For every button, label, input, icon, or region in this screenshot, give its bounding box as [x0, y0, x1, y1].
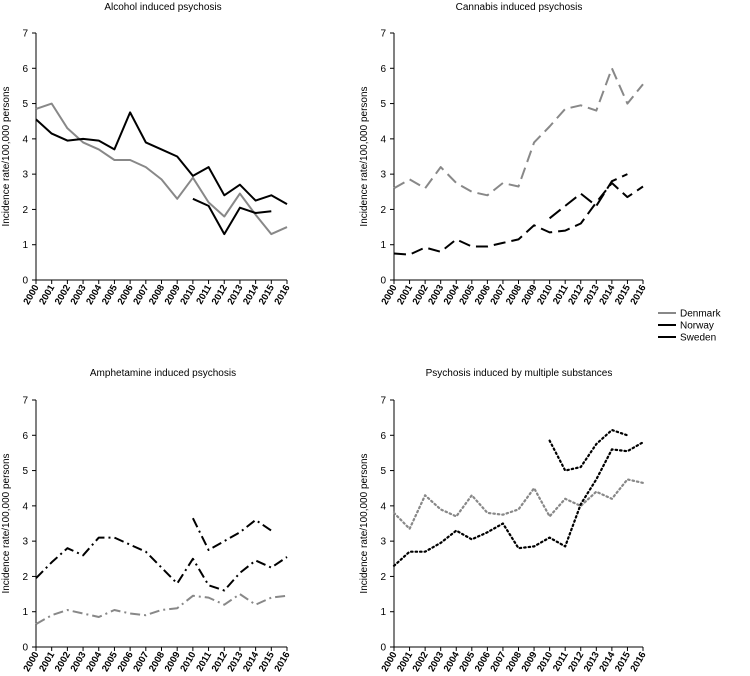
series-line-sweden	[393, 182, 644, 256]
series-line-sweden	[35, 536, 288, 592]
x-tick-label: 2016	[629, 650, 649, 674]
series-line-sweden	[35, 111, 288, 205]
y-tick-label: 1	[380, 240, 386, 251]
y-tick-label: 6	[22, 431, 28, 442]
x-tick-label: 2016	[273, 650, 293, 674]
y-tick-label: 2	[380, 572, 386, 583]
y-tick-label: 1	[22, 240, 28, 251]
y-tick-label: 4	[22, 501, 28, 512]
chart-panel-2: Cannabis induced psychosis Incidence rate…	[359, 2, 649, 307]
chart-panel-1: Alcohol induced psychosis Incidence rate/…	[1, 2, 293, 307]
y-tick-label: 5	[380, 466, 386, 477]
x-tick-label: 2010	[178, 650, 198, 674]
y-tick-label: 2	[22, 205, 28, 216]
series-line-sweden	[392, 441, 645, 567]
chart-title: Alcohol induced psychosis	[104, 2, 221, 13]
y-tick-label: 6	[22, 64, 28, 75]
legend-label-sweden: Sweden	[680, 333, 716, 344]
y-tick-label: 3	[380, 170, 386, 181]
y-axis-label: Incidence rate/100,000 persons	[1, 453, 12, 593]
y-axis-label: Incidence rate/100,000 persons	[359, 453, 370, 593]
y-tick-label: 5	[22, 99, 28, 110]
chart-title: Cannabis induced psychosis	[456, 2, 583, 13]
series-line-denmark	[392, 478, 645, 530]
y-axis-label: Incidence rate/100,000 persons	[1, 86, 12, 226]
y-tick-label: 7	[22, 396, 28, 407]
series-line-denmark	[35, 593, 288, 625]
y-tick-label: 6	[380, 64, 386, 75]
series-line-norway	[192, 517, 272, 551]
y-tick-label: 7	[380, 29, 386, 40]
series-line-norway	[192, 197, 272, 236]
x-tick-label: 2016	[273, 283, 293, 307]
y-tick-label: 0	[22, 643, 28, 654]
y-tick-label: 3	[380, 537, 386, 548]
y-axis-label: Incidence rate/100,000 persons	[359, 86, 370, 226]
series-line-denmark	[35, 102, 288, 236]
chart-title: Amphetamine induced psychosis	[90, 368, 236, 379]
y-tick-label: 6	[380, 431, 386, 442]
x-tick-label: 2016	[629, 283, 649, 307]
y-tick-label: 0	[22, 276, 28, 287]
y-tick-label: 0	[380, 643, 386, 654]
y-tick-label: 0	[380, 276, 386, 287]
y-tick-label: 2	[380, 205, 386, 216]
x-tick-label: 2010	[178, 283, 198, 307]
series-line-norway	[548, 173, 628, 220]
chart-panel-3: Amphetamine induced psychosis Incidence r…	[1, 368, 293, 674]
y-tick-label: 2	[22, 572, 28, 583]
chart-panel-4: Psychosis induced by multiple substances…	[359, 368, 649, 674]
x-tick-label: 2010	[535, 650, 555, 674]
y-tick-label: 7	[380, 396, 386, 407]
series-line-denmark	[393, 67, 644, 197]
y-tick-label: 4	[380, 134, 386, 145]
y-tick-label: 4	[380, 501, 386, 512]
y-tick-label: 7	[22, 29, 28, 40]
x-tick-label: 2010	[535, 283, 555, 307]
y-tick-label: 5	[380, 99, 386, 110]
y-tick-label: 1	[22, 607, 28, 618]
y-tick-label: 5	[22, 466, 28, 477]
y-tick-label: 4	[22, 134, 28, 145]
chart-title: Psychosis induced by multiple substances	[426, 368, 613, 379]
legend-label-norway: Norway	[680, 321, 714, 332]
y-tick-label: 3	[22, 170, 28, 181]
legend-label-denmark: Denmark	[680, 309, 722, 320]
y-tick-label: 3	[22, 537, 28, 548]
y-tick-label: 1	[380, 607, 386, 618]
series-line-norway	[548, 428, 629, 472]
